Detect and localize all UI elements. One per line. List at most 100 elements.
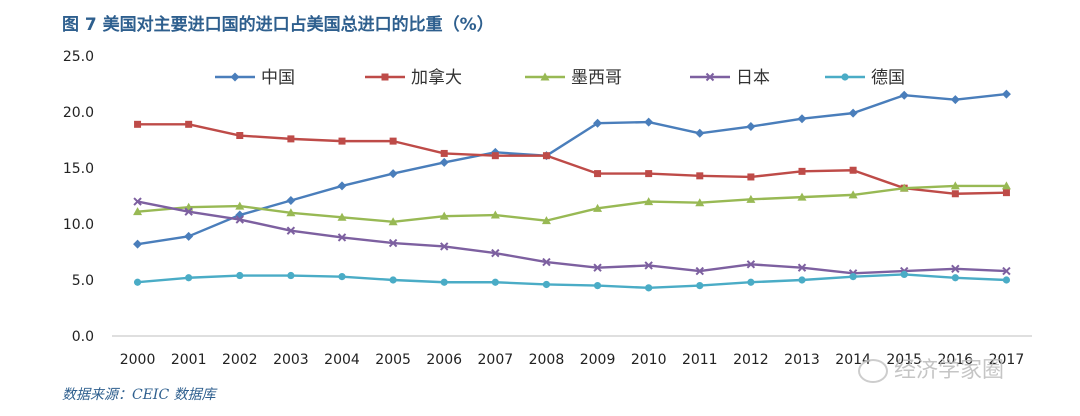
x-tick-label: 2015 bbox=[886, 352, 922, 368]
axes: 0.0 5.0 10.0 15.0 20.0 25.0 2000 2001 2002 2003 20… bbox=[63, 49, 1032, 368]
data-point bbox=[1002, 266, 1011, 276]
data-point bbox=[848, 190, 858, 199]
legend-item: 加拿大 bbox=[365, 67, 462, 88]
y-tick-label: 15.0 bbox=[63, 161, 94, 177]
wechat-icon bbox=[858, 359, 888, 383]
data-point bbox=[696, 282, 704, 290]
series-德国 bbox=[133, 270, 1011, 292]
data-point bbox=[841, 73, 849, 81]
data-point bbox=[593, 203, 603, 212]
data-point bbox=[381, 73, 389, 81]
data-point bbox=[593, 282, 602, 290]
data-point bbox=[747, 173, 755, 181]
data-point bbox=[695, 128, 705, 138]
data-point bbox=[797, 263, 807, 272]
data-point bbox=[491, 248, 500, 258]
legend-label: 日本 bbox=[736, 68, 770, 88]
legend-label: 中国 bbox=[261, 68, 295, 88]
data-point bbox=[236, 271, 244, 280]
x-tick-label: 2013 bbox=[784, 352, 820, 368]
source-note: 数据来源：CEIC 数据库 bbox=[62, 387, 216, 403]
data-point bbox=[491, 278, 499, 286]
data-point bbox=[235, 201, 245, 210]
x-tick-label: 2012 bbox=[733, 352, 769, 368]
data-point bbox=[848, 108, 858, 118]
y-tick-label: 20.0 bbox=[63, 105, 94, 121]
data-point bbox=[184, 207, 193, 216]
series-line bbox=[137, 92, 1007, 246]
data-point bbox=[644, 117, 654, 127]
series-加拿大 bbox=[134, 120, 1010, 198]
data-point bbox=[286, 226, 296, 235]
data-point bbox=[645, 170, 653, 178]
legend-item: 墨西哥 bbox=[525, 68, 622, 88]
data-point bbox=[337, 212, 347, 221]
data-point bbox=[439, 157, 449, 167]
x-tick-label: 2009 bbox=[580, 352, 616, 368]
data-point bbox=[439, 211, 449, 220]
data-point bbox=[696, 172, 704, 180]
legend-label: 德国 bbox=[871, 68, 905, 88]
data-point bbox=[230, 72, 240, 82]
data-point bbox=[899, 90, 909, 100]
data-point bbox=[185, 274, 193, 282]
data-point bbox=[593, 118, 603, 128]
data-point bbox=[849, 273, 857, 281]
series-line bbox=[137, 123, 1007, 195]
data-point bbox=[695, 198, 705, 207]
data-point bbox=[593, 263, 602, 272]
legend: 中国 加拿大 墨西哥 日本 德国 bbox=[215, 67, 905, 88]
y-tick-label: 25.0 bbox=[63, 49, 94, 65]
y-tick-label: 10.0 bbox=[63, 217, 94, 233]
data-point bbox=[338, 137, 346, 145]
data-point bbox=[951, 264, 960, 274]
legend-label: 加拿大 bbox=[411, 67, 462, 88]
x-tick-label: 2002 bbox=[222, 352, 258, 368]
x-tick-label: 2011 bbox=[682, 352, 718, 368]
chart-title: 图 7 美国对主要进口国的进口占美国总进口的比重（%） bbox=[62, 15, 494, 35]
watermark: 经济学家圈 bbox=[858, 352, 1004, 384]
data-point bbox=[951, 190, 959, 198]
data-point bbox=[490, 210, 500, 219]
data-point bbox=[185, 120, 193, 128]
data-point bbox=[746, 260, 756, 269]
data-point bbox=[645, 284, 653, 292]
data-point bbox=[1001, 181, 1011, 190]
data-point bbox=[491, 152, 499, 160]
data-point bbox=[337, 181, 347, 191]
x-tick-label: 2004 bbox=[324, 352, 360, 368]
data-point bbox=[133, 239, 143, 249]
data-point bbox=[287, 271, 295, 280]
x-tick-label: 2001 bbox=[171, 352, 207, 368]
data-point bbox=[236, 132, 244, 140]
legend-item: 日本 bbox=[690, 68, 770, 88]
data-point bbox=[287, 135, 295, 143]
data-point bbox=[900, 270, 908, 278]
data-point bbox=[951, 274, 959, 282]
data-point bbox=[746, 194, 756, 203]
x-tick-label: 2003 bbox=[273, 352, 309, 368]
data-point bbox=[286, 208, 296, 217]
watermark-text: 经济学家圈 bbox=[894, 358, 1005, 383]
x-tick-label: 2007 bbox=[478, 352, 514, 368]
data-point bbox=[1002, 189, 1010, 197]
data-point bbox=[389, 137, 397, 145]
data-point bbox=[798, 276, 806, 284]
x-tick-label: 2008 bbox=[529, 352, 565, 368]
data-point bbox=[594, 170, 602, 178]
series-墨西哥 bbox=[133, 181, 1011, 226]
y-tick-label: 5.0 bbox=[72, 273, 94, 289]
x-tick-label: 2010 bbox=[631, 352, 667, 368]
data-point bbox=[797, 192, 807, 201]
data-point bbox=[134, 120, 142, 128]
data-point bbox=[644, 261, 653, 270]
data-point bbox=[644, 197, 654, 206]
data-point bbox=[133, 197, 142, 206]
data-point bbox=[950, 95, 960, 105]
x-tick-label: 2016 bbox=[938, 352, 974, 368]
data-point bbox=[705, 72, 715, 82]
data-point bbox=[286, 195, 296, 205]
x-tick-label: 2006 bbox=[426, 352, 462, 368]
data-point bbox=[388, 217, 398, 226]
